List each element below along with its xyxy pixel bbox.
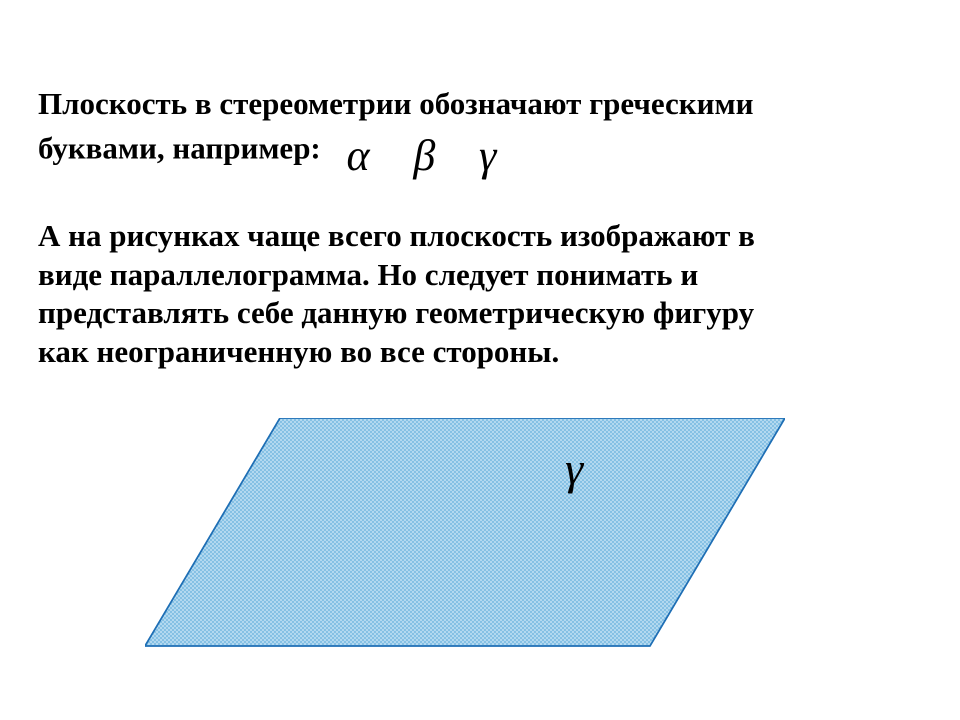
greek-alpha: α (329, 131, 388, 180)
paragraph-2: А на рисунках чаще всего плоскость изобр… (38, 217, 908, 372)
plane-label-gamma: γ (565, 442, 583, 495)
p2-line4: как неограниченную во все стороны. (38, 334, 559, 369)
paragraph-1: Плоскость в стереометрии обозначают греч… (38, 85, 908, 179)
plane-figure: γ (145, 418, 785, 658)
greek-beta: β (395, 131, 453, 180)
p2-line3: представлять себе данную геометрическую … (38, 295, 754, 330)
p2-line2: виде параллелограмма. Но следует понимат… (38, 257, 698, 292)
parallelogram-svg (145, 418, 785, 658)
text-block: Плоскость в стереометрии обозначают греч… (38, 85, 908, 372)
parallelogram-shape (145, 418, 785, 646)
p1-line1: Плоскость в стереометрии обозначают греч… (38, 86, 753, 121)
p2-line1: А на рисунках чаще всего плоскость изобр… (38, 218, 755, 253)
p1-line2-prefix: буквами, например: (38, 130, 321, 165)
greek-gamma: γ (461, 131, 514, 180)
greek-letters-row: α β γ (329, 124, 515, 179)
paragraph-gap (38, 179, 908, 217)
